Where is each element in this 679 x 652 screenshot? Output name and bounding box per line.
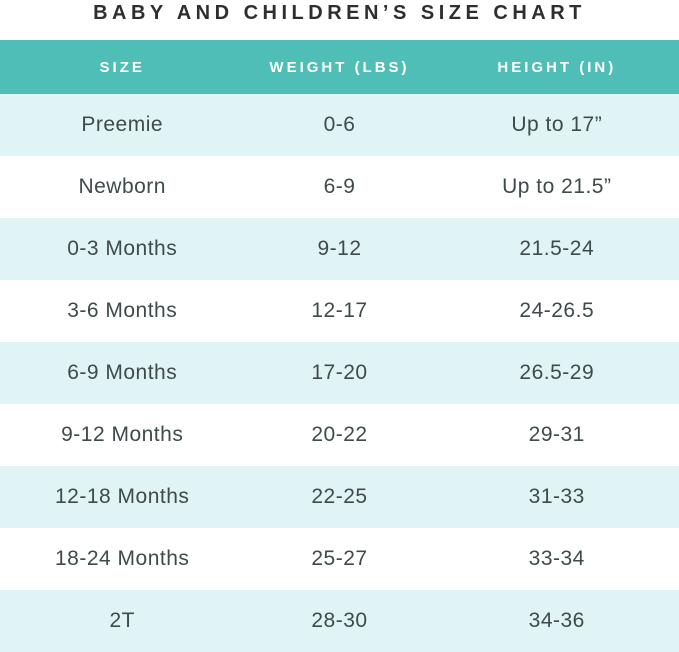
height-cell: 26.5-29 [434,342,679,404]
table-header-row: SIZE WEIGHT (LBS) HEIGHT (IN) [0,40,679,94]
weight-cell: 28-30 [244,590,435,652]
size-cell: 6-9 Months [0,342,245,404]
weight-cell: 17-20 [244,342,435,404]
table-row: 18-24 Months 25-27 33-34 [0,528,679,590]
height-cell: 33-34 [434,528,679,590]
weight-cell: 9-12 [244,218,435,280]
height-cell: 24-26.5 [434,280,679,342]
size-cell: 18-24 Months [0,528,245,590]
table-row: 2T 28-30 34-36 [0,590,679,652]
weight-cell: 0-6 [244,94,435,156]
column-header-weight: WEIGHT (LBS) [244,40,435,94]
size-cell: 12-18 Months [0,466,245,528]
size-cell: 2T [0,590,245,652]
column-header-size: SIZE [0,40,245,94]
table-row: Newborn 6-9 Up to 21.5” [0,156,679,218]
size-cell: 9-12 Months [0,404,245,466]
page-title: BABY AND CHILDREN’S SIZE CHART [93,2,586,24]
column-header-height: HEIGHT (IN) [434,40,679,94]
weight-cell: 25-27 [244,528,435,590]
size-cell: 0-3 Months [0,218,245,280]
table-body: Preemie 0-6 Up to 17” Newborn 6-9 Up to 21.5”… [0,94,679,652]
size-cell: Preemie [0,94,245,156]
weight-cell: 20-22 [244,404,435,466]
table-row: 12-18 Months 22-25 31-33 [0,466,679,528]
table-row: 9-12 Months 20-22 29-31 [0,404,679,466]
table-header: SIZE WEIGHT (LBS) HEIGHT (IN) [0,40,679,94]
weight-cell: 6-9 [244,156,435,218]
size-cell: 3-6 Months [0,280,245,342]
table-row: 3-6 Months 12-17 24-26.5 [0,280,679,342]
height-cell: Up to 21.5” [434,156,679,218]
size-cell: Newborn [0,156,245,218]
height-cell: 31-33 [434,466,679,528]
height-cell: 34-36 [434,590,679,652]
table-row: 0-3 Months 9-12 21.5-24 [0,218,679,280]
table-row: Preemie 0-6 Up to 17” [0,94,679,156]
weight-cell: 12-17 [244,280,435,342]
height-cell: 29-31 [434,404,679,466]
table-row: 6-9 Months 17-20 26.5-29 [0,342,679,404]
size-chart-table: SIZE WEIGHT (LBS) HEIGHT (IN) Preemie 0-6… [0,40,679,652]
weight-cell: 22-25 [244,466,435,528]
height-cell: Up to 17” [434,94,679,156]
title-bar: BABY AND CHILDREN’S SIZE CHART [0,0,679,40]
height-cell: 21.5-24 [434,218,679,280]
